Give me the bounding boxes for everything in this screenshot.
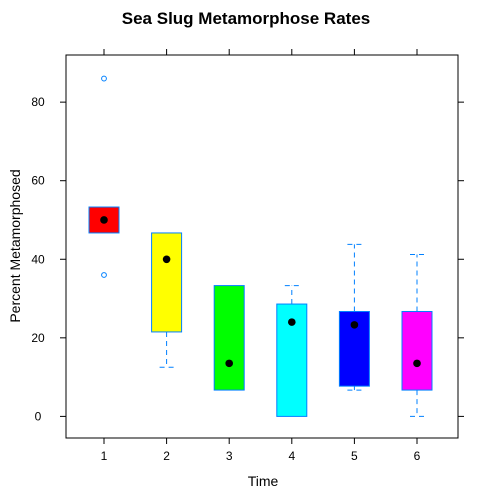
plot-frame [65,54,459,439]
median-point [162,255,171,264]
box-marks [88,75,433,417]
box-group-4 [276,285,308,417]
y-tick-label: 40 [31,252,45,266]
box-group-1 [88,75,120,278]
median-point [100,216,108,224]
y-tick-label: 60 [31,174,45,188]
median-point [225,359,233,368]
axes: 0 20 40 60 80 1 2 3 4 5 6 [31,49,464,463]
median-point [288,318,296,326]
median-point [350,321,359,329]
box-group-2 [151,232,183,368]
box-group-5 [338,243,370,391]
x-tick-label: 3 [226,449,233,463]
x-tick-label: 5 [351,449,358,463]
box-group-3 [213,285,245,391]
y-axis-label: Percent Metamorphosed [7,169,23,322]
median-point [413,359,421,368]
outlier-point [101,272,107,278]
x-tick-label: 4 [288,449,295,463]
x-tick-label: 2 [163,449,170,463]
y-tick-label: 20 [31,331,45,345]
chart-title: Sea Slug Metamorphose Rates [122,9,370,28]
y-tick-label: 0 [35,409,42,423]
y-tick-label: 80 [31,95,45,109]
box-3 [213,285,245,391]
box-2 [151,232,183,333]
x-tick-label: 6 [414,449,421,463]
box-6 [401,311,433,391]
x-axis-label: Time [248,473,279,489]
outlier-point [101,75,107,82]
box-group-6 [401,254,433,417]
x-tick-label: 1 [101,449,108,463]
